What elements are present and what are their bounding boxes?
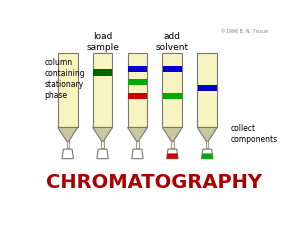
Bar (163, 65, 182, 72)
Text: add
solvent: add solvent (156, 32, 189, 52)
Bar (58, 53, 78, 128)
Polygon shape (167, 149, 178, 159)
Text: ©1996 B. N. Tissue: ©1996 B. N. Tissue (221, 29, 268, 34)
Polygon shape (93, 128, 112, 141)
Polygon shape (202, 149, 213, 159)
Text: CHROMATOGRAPHY: CHROMATOGRAPHY (46, 173, 262, 192)
Bar (163, 93, 182, 99)
Polygon shape (197, 128, 217, 141)
Bar (198, 85, 217, 91)
Polygon shape (58, 128, 78, 141)
Polygon shape (62, 149, 74, 159)
Bar (128, 53, 147, 128)
Bar (128, 65, 147, 72)
Bar (128, 79, 147, 86)
Polygon shape (167, 153, 178, 159)
Bar (206, 141, 208, 148)
Bar (163, 53, 182, 128)
Polygon shape (163, 128, 182, 141)
Bar (101, 141, 104, 148)
Polygon shape (128, 128, 147, 141)
Bar (93, 69, 112, 76)
Bar (67, 141, 69, 148)
Text: load
sample: load sample (86, 32, 119, 52)
Polygon shape (202, 153, 213, 159)
Bar (136, 141, 139, 148)
Bar (197, 53, 217, 128)
Text: collect
components: collect components (230, 124, 278, 144)
Bar (171, 141, 173, 148)
Polygon shape (97, 149, 108, 159)
Text: column
containing
stationary
phase: column containing stationary phase (44, 58, 85, 100)
Bar (128, 93, 147, 99)
Polygon shape (132, 149, 143, 159)
Bar (93, 53, 112, 128)
